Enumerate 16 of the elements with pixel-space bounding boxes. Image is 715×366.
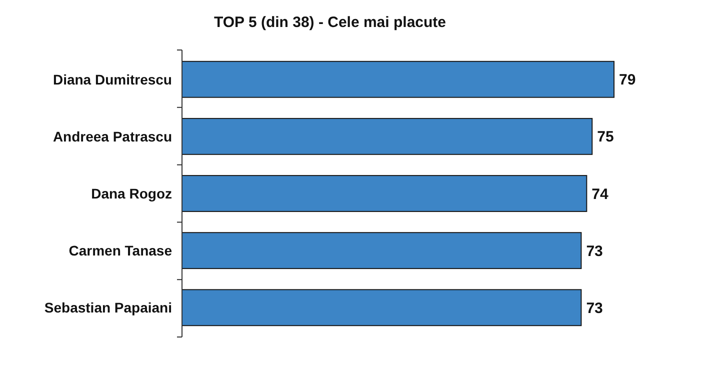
y-tick-label: Dana Rogoz xyxy=(91,185,172,202)
y-tick-label: Sebastian Papaiani xyxy=(44,300,172,316)
bar xyxy=(182,289,582,326)
data-label: 75 xyxy=(597,128,614,146)
data-label: 79 xyxy=(619,72,636,89)
data-label: 73 xyxy=(586,300,603,317)
chart-title: TOP 5 (din 38) - Cele mai placute xyxy=(214,14,446,31)
y-tick-label: Carmen Tanase xyxy=(68,242,172,258)
data-label: 74 xyxy=(592,186,609,203)
bar xyxy=(182,118,593,155)
data-label: 73 xyxy=(586,242,603,260)
bar xyxy=(182,60,614,98)
bar xyxy=(182,232,582,270)
bar xyxy=(182,175,588,212)
y-tick-label: Andreea Patrascu xyxy=(52,128,172,144)
y-tick-label: Diana Dumitrescu xyxy=(52,71,172,88)
